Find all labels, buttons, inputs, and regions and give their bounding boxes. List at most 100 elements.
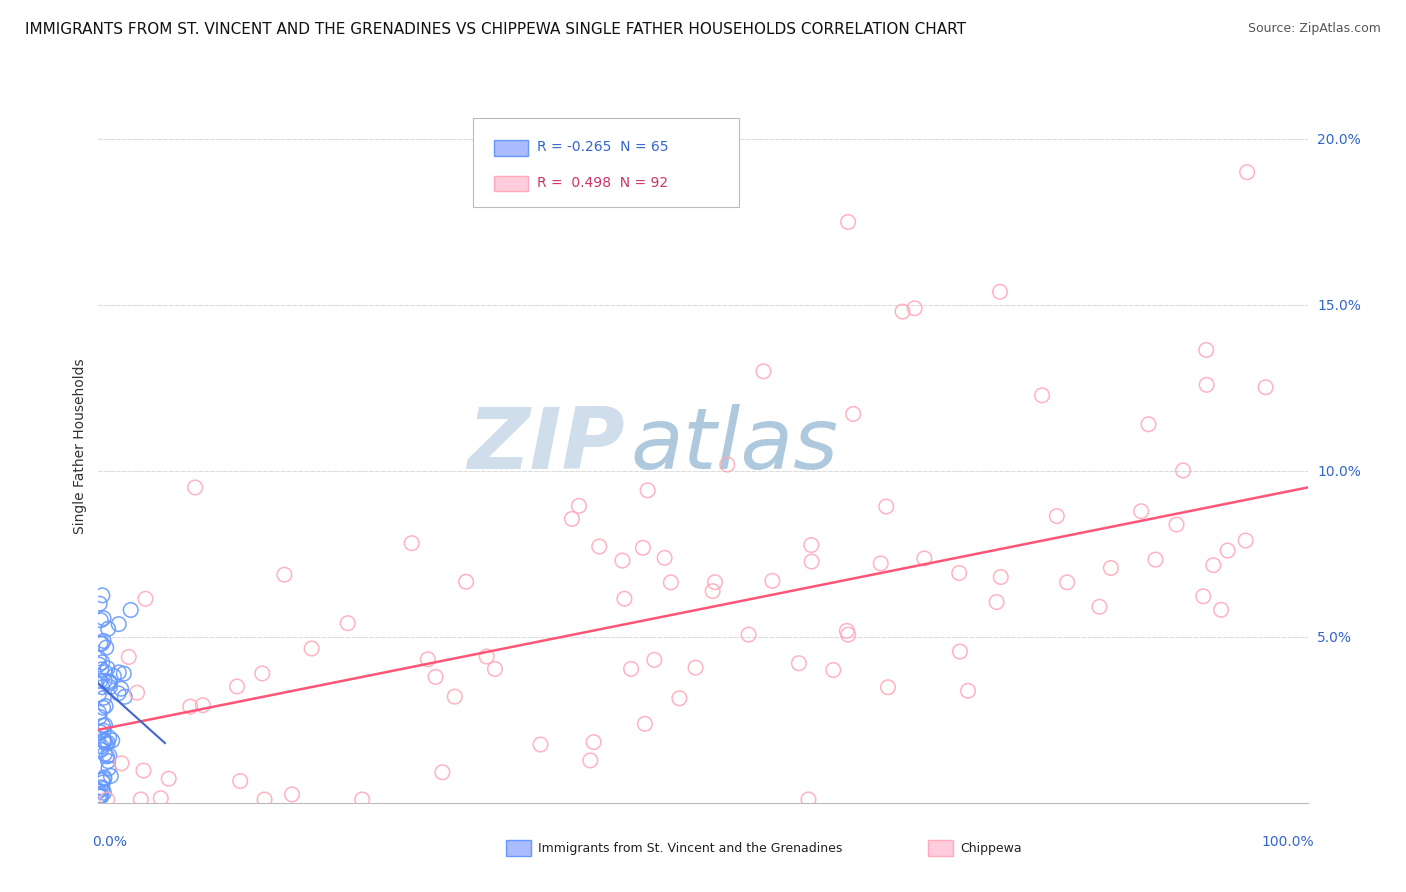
Point — [91, 733, 114, 747]
Point — [949, 644, 972, 658]
Point — [118, 649, 141, 664]
Point — [612, 553, 634, 567]
Point — [1202, 558, 1225, 573]
Point — [948, 566, 970, 580]
Point — [89, 789, 111, 804]
Text: 100.0%: 100.0% — [1261, 835, 1313, 849]
Point — [89, 710, 111, 724]
Point — [90, 739, 112, 754]
Point — [336, 616, 359, 631]
Point — [90, 780, 112, 795]
Point — [134, 591, 156, 606]
Point — [87, 706, 110, 720]
Point — [120, 603, 142, 617]
Point — [1254, 380, 1277, 394]
Point — [90, 789, 112, 804]
Text: 0.0%: 0.0% — [93, 835, 128, 849]
Bar — [494, 140, 527, 155]
Point — [191, 698, 214, 713]
Point — [229, 774, 252, 789]
Point — [475, 649, 498, 664]
Point — [125, 686, 148, 700]
Point — [631, 541, 654, 555]
Point — [91, 700, 114, 714]
Text: Immigrants from St. Vincent and the Grenadines: Immigrants from St. Vincent and the Gren… — [538, 842, 842, 855]
Point — [107, 686, 129, 700]
Point — [132, 764, 155, 778]
Point — [96, 640, 118, 655]
Point — [634, 716, 657, 731]
Point — [990, 570, 1012, 584]
Point — [737, 627, 759, 641]
Point — [179, 699, 201, 714]
Point — [107, 665, 129, 680]
Point — [93, 673, 115, 688]
Point — [91, 636, 114, 650]
Point — [425, 670, 447, 684]
Point — [1088, 599, 1111, 614]
Point — [301, 641, 323, 656]
Point — [842, 407, 865, 421]
Point — [97, 736, 120, 750]
Point — [643, 653, 665, 667]
Point — [96, 792, 118, 806]
Point — [529, 738, 551, 752]
Text: Source: ZipAtlas.com: Source: ZipAtlas.com — [1247, 22, 1381, 36]
Y-axis label: Single Father Households: Single Father Households — [73, 359, 87, 533]
Point — [904, 301, 927, 316]
Point — [579, 754, 602, 768]
Point — [89, 657, 111, 672]
Point — [87, 784, 110, 798]
Point — [281, 788, 304, 802]
Point — [94, 718, 117, 732]
Point — [93, 723, 115, 738]
Point — [90, 725, 112, 739]
Point — [702, 584, 724, 599]
Point — [157, 772, 180, 786]
Point — [110, 756, 132, 771]
Point — [454, 574, 477, 589]
Point — [668, 691, 690, 706]
Point — [98, 748, 121, 763]
Point — [87, 651, 110, 665]
Point — [89, 636, 111, 650]
Point — [797, 792, 820, 806]
Point — [956, 683, 979, 698]
Point — [787, 657, 810, 671]
Point — [986, 595, 1008, 609]
Point — [1099, 561, 1122, 575]
Point — [98, 675, 121, 690]
Point — [1166, 517, 1188, 532]
Point — [89, 674, 111, 689]
Point — [112, 666, 135, 681]
Point — [96, 661, 118, 675]
Point — [835, 624, 858, 638]
Point — [912, 551, 935, 566]
Point — [97, 761, 120, 775]
Point — [1216, 543, 1239, 558]
Point — [823, 663, 845, 677]
Point — [253, 792, 276, 806]
Point — [432, 765, 454, 780]
Point — [1056, 575, 1078, 590]
Point — [620, 662, 643, 676]
Text: Chippewa: Chippewa — [960, 842, 1022, 855]
Point — [1130, 504, 1153, 518]
Point — [561, 512, 583, 526]
Point — [1031, 388, 1053, 402]
Point — [416, 652, 439, 666]
Point — [91, 775, 114, 789]
Point — [1195, 343, 1218, 357]
Point — [837, 628, 859, 642]
Point — [93, 733, 115, 747]
Bar — [494, 176, 527, 191]
Point — [96, 749, 118, 764]
Point — [101, 733, 124, 747]
Point — [107, 617, 129, 632]
Point — [98, 680, 121, 694]
Point — [94, 737, 117, 751]
Point — [97, 622, 120, 636]
Text: R = -0.265  N = 65: R = -0.265 N = 65 — [537, 140, 669, 154]
Point — [149, 791, 172, 805]
Point — [273, 567, 295, 582]
